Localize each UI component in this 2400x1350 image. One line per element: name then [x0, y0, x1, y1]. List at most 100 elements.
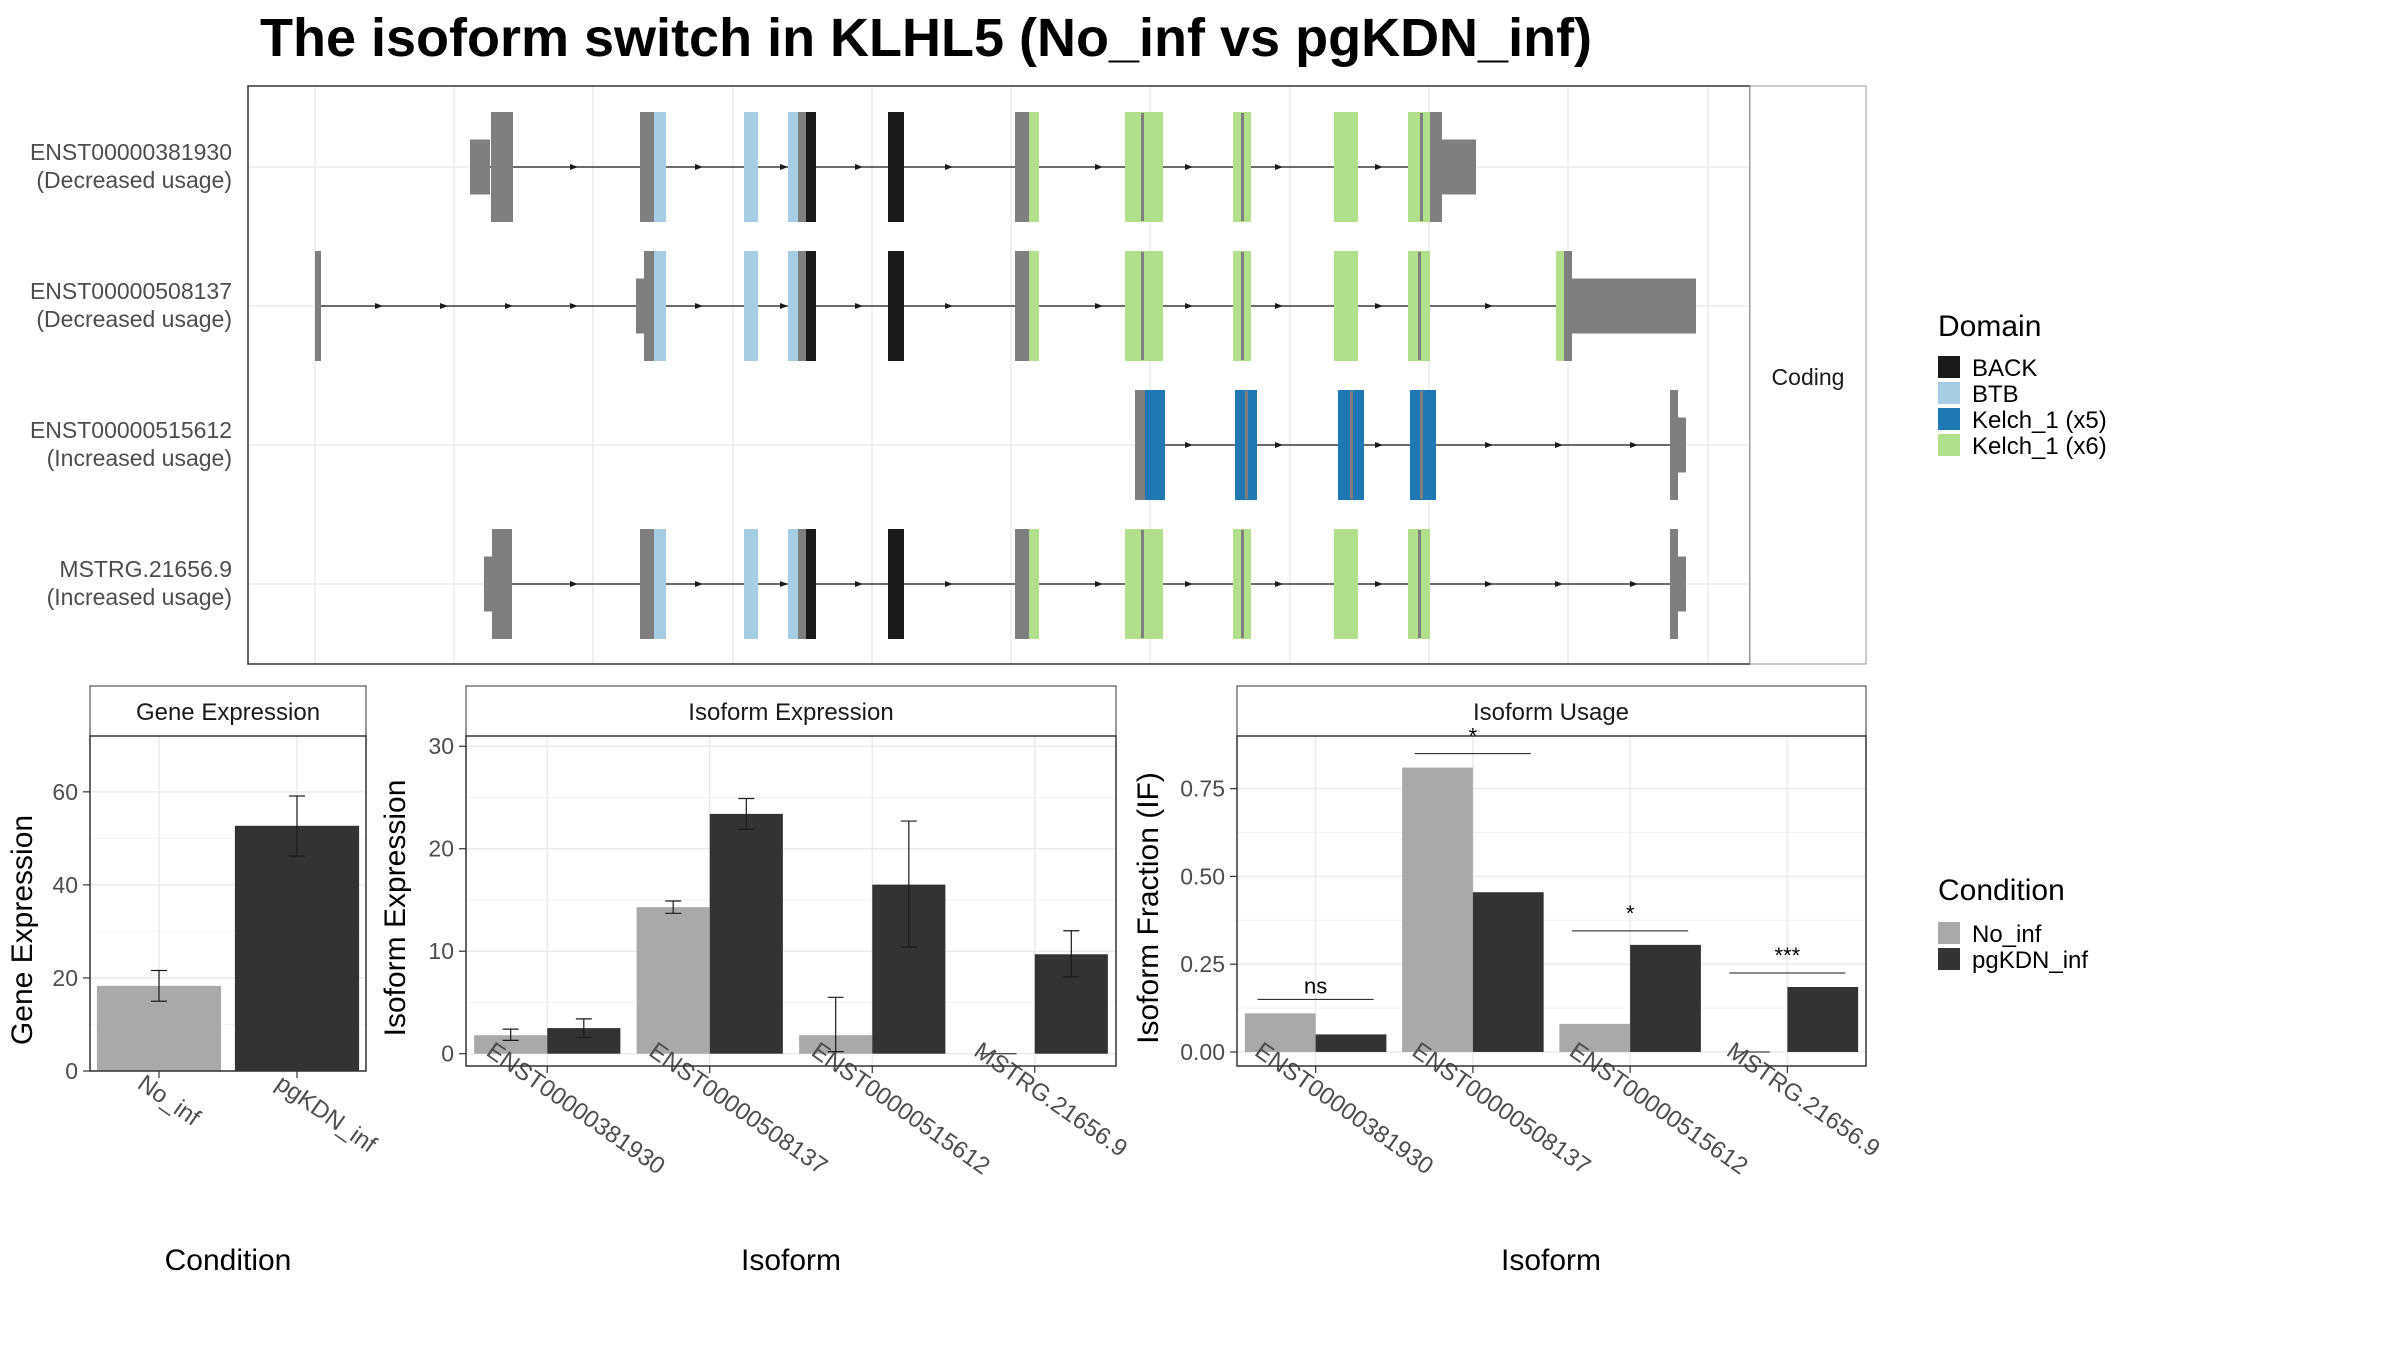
legend-label-kelch-x5: Kelch_1 (x5) [1972, 407, 2107, 434]
intron-arrow [570, 303, 578, 309]
x-tick-label: pgKDN_inf [271, 1070, 382, 1159]
intron-arrow [1485, 442, 1493, 448]
intron-arrow [695, 581, 703, 587]
utr-exon [470, 139, 490, 195]
intron-arrow [1185, 442, 1193, 448]
intron-arrow [780, 164, 788, 170]
domain-back [806, 112, 816, 222]
domain-btb [654, 529, 666, 639]
condition-legend-title: Condition [1938, 874, 2065, 907]
coding-exon [1670, 529, 1678, 639]
transcript-id-label: ENST00000381930 [30, 139, 232, 165]
intron-arrow [780, 581, 788, 587]
transcript-id-label: ENST00000508137 [30, 278, 232, 304]
domain-back [806, 251, 816, 361]
bar [1472, 892, 1544, 1052]
bar [1315, 1034, 1387, 1052]
y-tick-label: 0 [441, 1041, 454, 1067]
intron-arrow [695, 303, 703, 309]
domain-kelch-1-x6 [1556, 251, 1564, 361]
gene-expression-strip [89, 685, 367, 737]
transcript-usage-label: (Increased usage) [47, 445, 232, 471]
y-tick-label: 30 [428, 733, 454, 759]
condition-legend: Condition No_inf pgKDN_inf [1938, 874, 2088, 974]
intron-arrow [1375, 303, 1383, 309]
significance-label: *** [1775, 943, 1801, 968]
intron-arrow [375, 303, 383, 309]
bar [1402, 767, 1473, 1052]
isoform-usage-strip [1236, 685, 1867, 737]
exon-boundary [1241, 530, 1244, 638]
isoform-usage-plot: 0.000.250.500.75ENST00000381930ENST00000… [1180, 724, 1884, 1181]
isoform-expression-x-axis-title: Isoform [741, 1244, 841, 1277]
intron-arrow [945, 581, 953, 587]
coding-exon [1015, 529, 1029, 639]
intron-arrow [1555, 442, 1563, 448]
transcript-row [484, 529, 1686, 639]
coding-exon [798, 529, 806, 639]
domain-legend: Domain BACK BTB Kelch_1 (x5) Kelch_1 (x6… [1938, 310, 2107, 460]
bar [1244, 1013, 1316, 1052]
legend-label-kelch-x6: Kelch_1 (x6) [1972, 433, 2107, 460]
gene-expression-panel: Gene Expression 0 20 40 60 No_inf pgKDN_inf G… [6, 685, 382, 1277]
legend-swatch-pgkdn-inf [1938, 948, 1960, 970]
exon-boundary [1420, 113, 1423, 221]
coding-exon [491, 112, 513, 222]
intron-arrow [1375, 164, 1383, 170]
intron-arrow [1375, 442, 1383, 448]
coding-exon [1135, 390, 1145, 500]
legend-label-no-inf: No_inf [1972, 921, 2042, 948]
legend-swatch-btb [1938, 382, 1960, 404]
utr-exon [636, 278, 644, 334]
legend-label-btb: BTB [1972, 381, 2019, 408]
exon-boundary [1141, 530, 1144, 638]
intron-arrow [945, 303, 953, 309]
intron-arrow [855, 303, 863, 309]
y-tick-label: 0 [65, 1058, 78, 1084]
bar [474, 1035, 548, 1054]
exon-boundary [1245, 391, 1248, 499]
gene-expression-y-axis-title: Gene Expression [6, 815, 39, 1045]
domain-back [888, 529, 904, 639]
domain-kelch-1-x6 [1408, 112, 1430, 222]
coding-exon [1430, 112, 1442, 222]
plot-border [465, 735, 1117, 1067]
intron-arrow [1275, 303, 1283, 309]
coding-exon [644, 251, 654, 361]
intron-arrow [505, 303, 513, 309]
bar [1787, 987, 1859, 1052]
intron-arrow [570, 581, 578, 587]
transcript-id-label: MSTRG.21656.9 [59, 556, 232, 582]
intron-arrow [1185, 581, 1193, 587]
domain-kelch-1-x6 [1334, 529, 1358, 639]
utr-exon [1678, 417, 1686, 473]
intron-arrow [1185, 164, 1193, 170]
facet-strip [1749, 85, 1867, 665]
domain-kelch-1-x6 [1029, 529, 1039, 639]
coding-exon [1015, 251, 1029, 361]
intron-arrow [1095, 303, 1103, 309]
bar [709, 813, 783, 1054]
intron-arrow [945, 164, 953, 170]
intron-arrow [1095, 164, 1103, 170]
coding-exon [640, 529, 654, 639]
domain-kelch-1-x6 [1029, 251, 1039, 361]
intron-arrow [570, 164, 578, 170]
transcript-usage-label: (Decreased usage) [36, 167, 232, 193]
coding-exon [315, 251, 321, 361]
legend-swatch-kelch-x5 [1938, 408, 1960, 430]
y-tick-label: 0.75 [1180, 776, 1225, 802]
coding-exon [798, 251, 806, 361]
intron-arrow [1095, 581, 1103, 587]
legend-swatch-back [1938, 356, 1960, 378]
bar [1630, 944, 1701, 1052]
plot-background [466, 736, 1116, 1066]
domain-btb [788, 112, 798, 222]
bar [1559, 1023, 1631, 1052]
y-tick-label: 10 [428, 938, 454, 964]
legend-label-back: BACK [1972, 355, 2037, 382]
intron-arrow [855, 581, 863, 587]
transcript-rows [315, 112, 1696, 639]
y-tick-label: 20 [428, 836, 454, 862]
y-tick-label: 0.00 [1180, 1039, 1225, 1065]
